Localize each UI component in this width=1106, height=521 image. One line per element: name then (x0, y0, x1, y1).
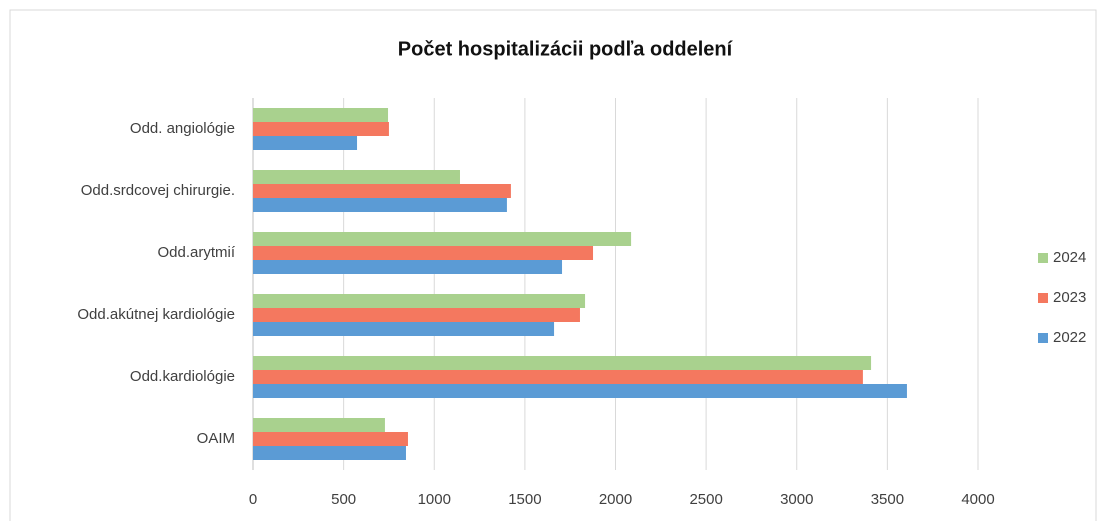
x-tick-label: 4000 (961, 491, 994, 508)
x-tick-label: 1000 (418, 491, 451, 508)
bar (253, 356, 872, 370)
y-tick-label: Odd.srdcovej chirurgie. (81, 182, 235, 199)
bar (253, 260, 563, 274)
legend-swatch (1038, 253, 1048, 263)
legend-label: 2022 (1053, 329, 1086, 346)
x-tick-label: 3500 (871, 491, 904, 508)
legend-label: 2023 (1053, 289, 1086, 306)
x-tick-label: 2500 (689, 491, 722, 508)
y-tick-label: Odd.kardiológie (130, 368, 235, 385)
bar (253, 184, 511, 198)
chart-title: Počet hospitalizácii podľa oddelení (398, 38, 734, 60)
x-tick-label: 500 (331, 491, 356, 508)
x-tick-label: 1500 (508, 491, 541, 508)
y-tick-label: Odd.akútnej kardiológie (77, 306, 235, 323)
x-tick-label: 3000 (780, 491, 813, 508)
bar (253, 108, 389, 122)
legend-swatch (1038, 333, 1048, 343)
y-tick-label: Odd. angiológie (130, 120, 235, 137)
bar (253, 122, 389, 136)
bar (253, 246, 594, 260)
legend-swatch (1038, 293, 1048, 303)
x-tick-label: 2000 (599, 491, 632, 508)
bar (253, 136, 358, 150)
bar (253, 308, 580, 322)
bar (253, 322, 555, 336)
bar (253, 232, 632, 246)
x-tick-label: 0 (249, 491, 257, 508)
bar (253, 170, 460, 184)
y-tick-label: Odd.arytmií (157, 244, 235, 261)
bar (253, 384, 907, 398)
y-tick-label: OAIM (197, 430, 235, 447)
legend-label: 2024 (1053, 249, 1086, 266)
bar (253, 198, 507, 212)
bar (253, 418, 385, 432)
bar (253, 446, 406, 460)
bar (253, 370, 863, 384)
bar (253, 294, 586, 308)
bar (253, 432, 408, 446)
